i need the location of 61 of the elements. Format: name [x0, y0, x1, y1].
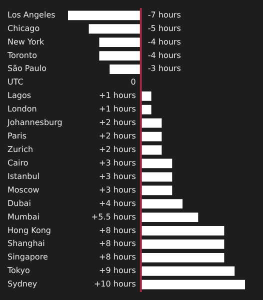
bar [110, 64, 141, 74]
data-label: -4 hours [148, 37, 181, 46]
y-tick-label: Moscow [8, 185, 40, 194]
data-label: +10 hours [94, 280, 136, 289]
bar [140, 186, 172, 196]
data-label: +4 hours [99, 198, 136, 208]
data-label: +8 hours [99, 252, 136, 262]
bar [88, 24, 141, 34]
y-tick-label: Zurich [8, 145, 34, 154]
y-tick-label: Cairo [8, 158, 28, 168]
y-tick-label: Lagos [8, 91, 31, 100]
y-tick-label: Paris [8, 132, 27, 141]
bar [140, 266, 235, 276]
bar [140, 158, 172, 168]
y-tick-label: New York [8, 37, 44, 46]
data-label: +5.5 hours [91, 212, 136, 222]
data-label: +1 hours [99, 104, 136, 114]
data-label: +8 hours [99, 226, 136, 235]
y-tick-label: Istanbul [8, 172, 40, 181]
y-tick-label: Dubai [8, 198, 31, 208]
data-label: +2 hours [99, 132, 136, 141]
bar [140, 252, 224, 262]
y-tick-label: London [8, 104, 37, 114]
data-label: -4 hours [148, 50, 181, 60]
bar [140, 132, 162, 142]
data-label: 0 [130, 78, 136, 87]
y-tick-label: Johannesburg [6, 118, 62, 128]
data-label: +1 hours [99, 91, 136, 100]
data-label: +8 hours [99, 239, 136, 248]
y-tick-label: Tokyo [6, 266, 30, 276]
y-tick-label: Los Angeles [8, 10, 56, 20]
data-label: +3 hours [99, 158, 136, 168]
bar [140, 240, 224, 249]
bar [140, 199, 183, 209]
y-tick-label: UTC [8, 78, 24, 87]
data-label: +9 hours [99, 266, 136, 276]
data-label: +3 hours [99, 185, 136, 194]
y-tick-label: Toronto [6, 50, 38, 60]
y-tick-label: Singapore [8, 252, 48, 262]
data-label: -3 hours [148, 64, 181, 74]
bar [99, 51, 141, 60]
data-label: -7 hours [148, 10, 181, 20]
data-label: +2 hours [99, 145, 136, 154]
y-tick-label: Shanghai [8, 239, 45, 248]
data-label: +2 hours [99, 118, 136, 128]
y-tick-label: Mumbai [8, 212, 40, 222]
y-tick-label: Hong Kong [8, 226, 51, 235]
bar [99, 38, 141, 48]
data-label: -5 hours [148, 24, 181, 33]
bar [140, 212, 198, 222]
data-label: +3 hours [99, 172, 136, 181]
bar [140, 172, 172, 182]
y-tick-label: São Paulo [8, 64, 47, 74]
y-tick-label: Chicago [8, 24, 40, 33]
y-tick-label: Sydney [8, 280, 38, 289]
bar [140, 226, 224, 236]
bar [140, 280, 245, 290]
bar [140, 118, 162, 128]
bar [140, 91, 152, 101]
bar [140, 104, 152, 114]
bar [68, 10, 141, 20]
